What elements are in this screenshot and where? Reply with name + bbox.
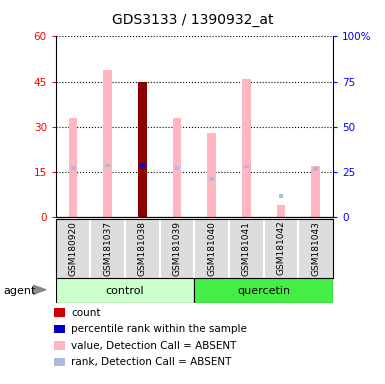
Bar bbox=[71, 166, 75, 170]
Text: GSM181041: GSM181041 bbox=[242, 221, 251, 276]
Text: rank, Detection Call = ABSENT: rank, Detection Call = ABSENT bbox=[71, 357, 232, 367]
Bar bbox=[279, 194, 283, 198]
Text: control: control bbox=[106, 286, 144, 296]
Text: GSM181037: GSM181037 bbox=[103, 221, 112, 276]
Text: GSM180920: GSM180920 bbox=[69, 221, 78, 276]
Bar bbox=[140, 164, 145, 167]
Bar bbox=[138, 82, 147, 217]
Text: value, Detection Call = ABSENT: value, Detection Call = ABSENT bbox=[71, 341, 237, 351]
Bar bbox=[140, 164, 145, 167]
Bar bbox=[138, 82, 147, 217]
Bar bbox=[277, 205, 285, 217]
Bar bbox=[104, 70, 112, 217]
Bar bbox=[175, 166, 179, 170]
Bar bbox=[208, 133, 216, 217]
Text: GSM181040: GSM181040 bbox=[207, 221, 216, 276]
Text: GDS3133 / 1390932_at: GDS3133 / 1390932_at bbox=[112, 13, 273, 27]
Bar bbox=[244, 165, 249, 168]
Bar bbox=[105, 164, 110, 167]
Bar bbox=[56, 278, 194, 303]
Bar bbox=[242, 79, 251, 217]
Text: agent: agent bbox=[4, 286, 36, 296]
Text: quercetin: quercetin bbox=[237, 286, 290, 296]
Bar bbox=[173, 118, 181, 217]
Text: GSM181038: GSM181038 bbox=[138, 221, 147, 276]
Bar bbox=[194, 278, 333, 303]
Text: GSM181043: GSM181043 bbox=[311, 221, 320, 276]
Bar bbox=[209, 177, 214, 181]
Text: percentile rank within the sample: percentile rank within the sample bbox=[71, 324, 247, 334]
Bar bbox=[313, 167, 318, 171]
Text: count: count bbox=[71, 308, 101, 318]
Polygon shape bbox=[33, 285, 46, 295]
Text: GSM181042: GSM181042 bbox=[276, 221, 286, 275]
Bar bbox=[311, 166, 320, 217]
Text: GSM181039: GSM181039 bbox=[172, 221, 182, 276]
Bar bbox=[69, 118, 77, 217]
